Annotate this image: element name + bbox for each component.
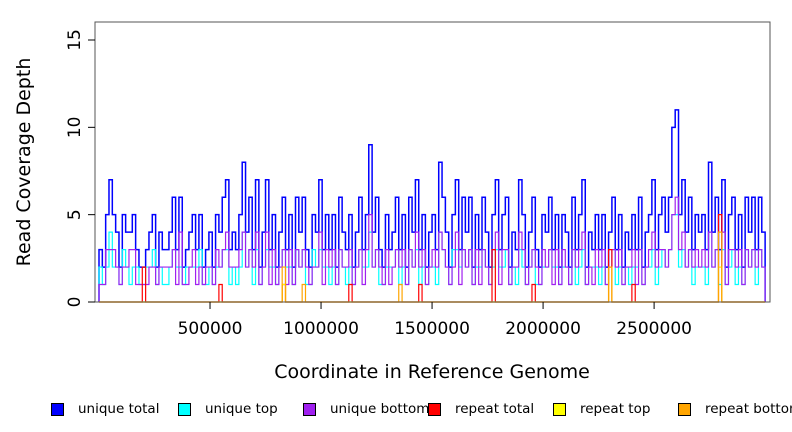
y-axis-ticks: 0 5 10 15: [65, 29, 95, 307]
series-unique-total-line: [98, 109, 766, 302]
legend-swatch-repeat-top: [553, 402, 566, 416]
legend-label: repeat top: [580, 401, 651, 417]
legend-label: repeat bottom: [705, 401, 792, 417]
legend-swatch-unique-top: [178, 402, 191, 416]
legend-label: repeat total: [455, 401, 535, 417]
legend-label: unique bottom: [330, 401, 430, 417]
legend-item-repeat-bottom: repeat bottom: [678, 398, 792, 420]
y-tick-label: 15: [65, 29, 85, 51]
legend-item-unique-total: unique total: [51, 398, 159, 420]
chart-legend: unique total unique top unique bottom repea…: [0, 398, 792, 424]
x-axis-ticks: 500000 1000000 1500000 2000000 2500000: [178, 302, 692, 339]
x-axis-title: Coordinate in Reference Genome: [274, 361, 590, 383]
x-tick-label: 500000: [178, 319, 243, 339]
x-tick-label: 2000000: [505, 319, 581, 339]
x-tick-label: 2500000: [616, 319, 692, 339]
x-tick-label: 1500000: [394, 319, 470, 339]
legend-label: unique total: [78, 401, 160, 417]
legend-item-repeat-top: repeat top: [553, 398, 650, 420]
legend-item-repeat-total: repeat total: [428, 398, 534, 420]
y-tick-label: 0: [65, 297, 85, 308]
legend-swatch-unique-bottom: [303, 402, 316, 416]
series-unique-bottom-line: [98, 196, 766, 302]
y-axis-title: Read Coverage Depth: [13, 58, 35, 267]
y-tick-label: 10: [65, 117, 85, 139]
y-tick-label: 5: [65, 209, 85, 220]
legend-item-unique-top: unique top: [178, 398, 278, 420]
legend-swatch-repeat-bottom: [678, 402, 691, 416]
x-tick-label: 1000000: [283, 319, 359, 339]
legend-swatch-repeat-total: [428, 402, 441, 416]
series-paths: [98, 109, 766, 303]
legend-swatch-unique-total: [51, 402, 64, 416]
legend-item-unique-bottom: unique bottom: [303, 398, 429, 420]
legend-label: unique top: [205, 401, 278, 417]
